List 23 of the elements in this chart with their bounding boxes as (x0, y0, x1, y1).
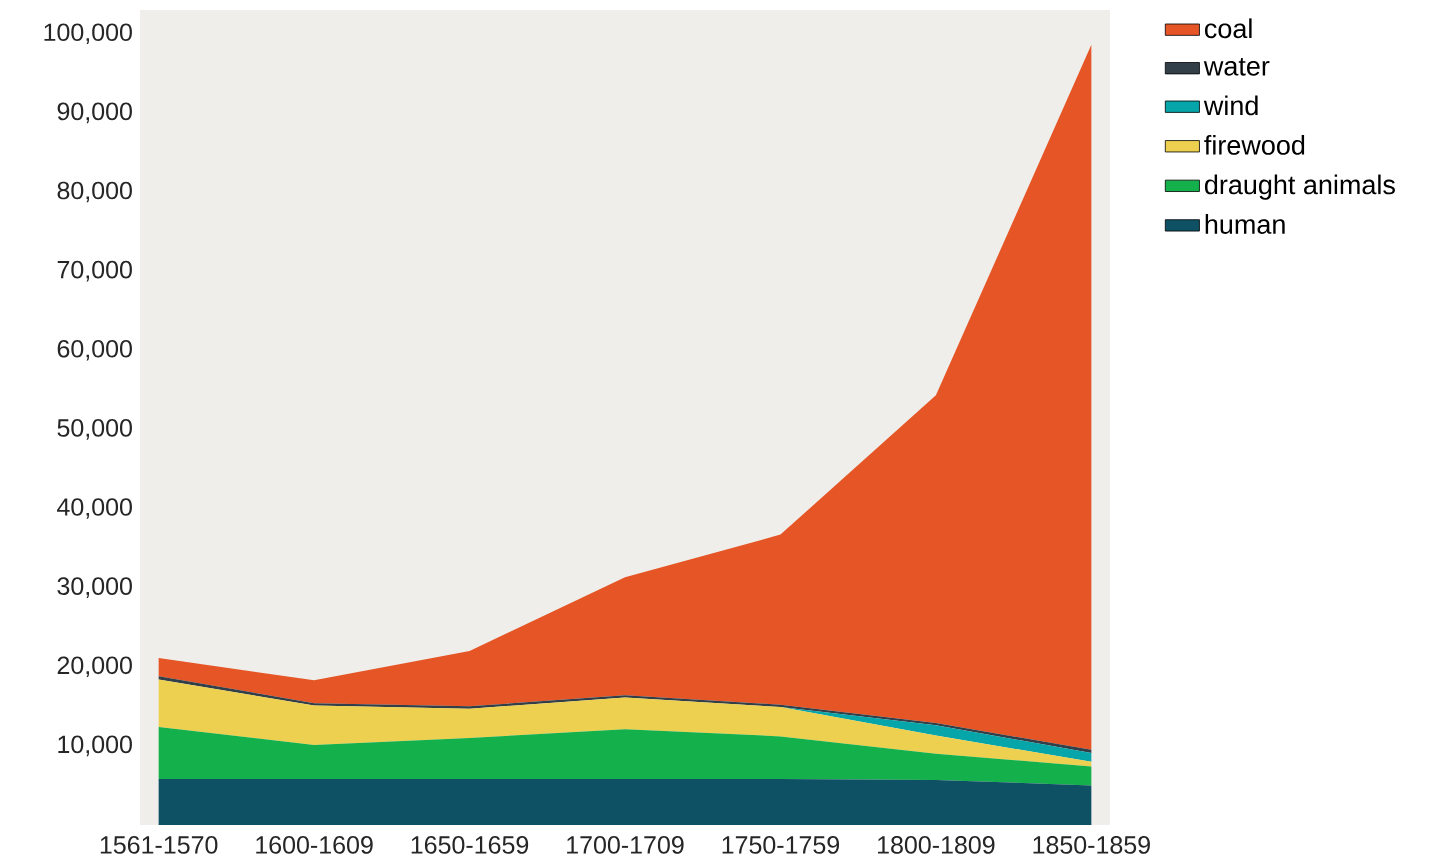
legend-label: firewood (1204, 134, 1305, 155)
y-tick-label: 70,000 (57, 260, 132, 282)
y-tick-label: 50,000 (57, 419, 132, 440)
y-tick-label: 90,000 (57, 102, 132, 124)
x-tick-label: 1600-1609 (256, 836, 373, 854)
x-tick-label: 1650-1659 (411, 836, 529, 854)
legend-label: human (1205, 214, 1285, 234)
legend-label: draught animals (1204, 174, 1395, 200)
x-tick-label: 1750-1759 (722, 836, 840, 854)
legend-label: wind (1203, 95, 1258, 116)
y-tick-label: 40,000 (57, 498, 132, 519)
x-tick-label: 1700-1709 (567, 836, 684, 854)
y-tick-label: 20,000 (57, 656, 132, 678)
y-tick-label: 10,000 (58, 735, 132, 757)
legend-label: coal (1205, 18, 1252, 39)
x-tick-label: 1800-1809 (878, 836, 995, 854)
y-tick-label: 30,000 (57, 577, 132, 598)
y-tick-label: 60,000 (57, 339, 132, 361)
x-tick-label: 1850-1859 (1033, 836, 1150, 854)
legend-label: water (1203, 57, 1270, 76)
y-tick-label: 80,000 (57, 181, 132, 203)
x-tick-label: 1561-1570 (100, 836, 218, 854)
y-tick-label: 100,000 (44, 23, 132, 45)
